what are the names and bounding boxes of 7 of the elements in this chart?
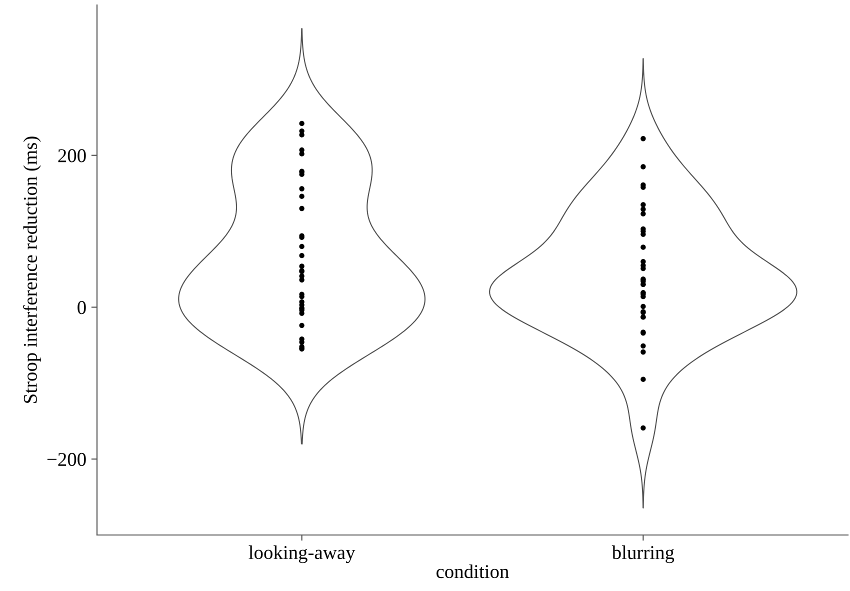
- x-tick-label: blurring: [612, 545, 674, 564]
- y-tick-label: 0: [78, 301, 86, 314]
- y-axis-title: Stroop interference reduction (ms): [23, 136, 41, 403]
- y-tick-label: 200: [58, 149, 86, 162]
- x-tick-label: looking-away: [248, 545, 356, 564]
- x-axis-title: condition: [436, 564, 509, 578]
- y-tick-label: −200: [47, 452, 86, 466]
